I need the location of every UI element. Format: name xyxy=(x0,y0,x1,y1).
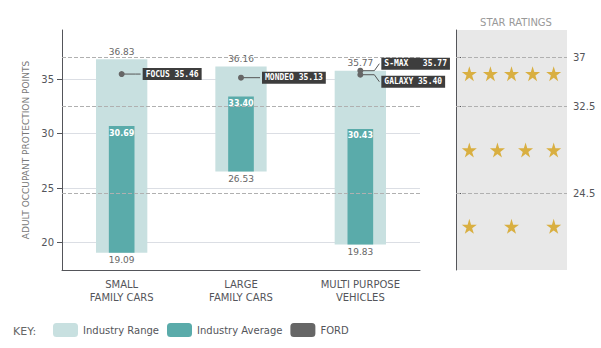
svg-text:20: 20 xyxy=(41,237,54,248)
svg-text:ADULT OCCUPANT PROTECTION POIN: ADULT OCCUPANT PROTECTION POINTS xyxy=(21,61,31,240)
svg-text:25: 25 xyxy=(41,183,54,194)
svg-text:35: 35 xyxy=(41,74,54,85)
svg-text:Industry Average: Industry Average xyxy=(197,325,282,336)
svg-text:36.16: 36.16 xyxy=(228,54,254,64)
svg-text:Industry Range: Industry Range xyxy=(83,325,159,336)
svg-text:GALAXY 35.40: GALAXY 35.40 xyxy=(384,77,442,86)
svg-text:LARGE: LARGE xyxy=(224,279,258,290)
svg-text:MULTI PURPOSE: MULTI PURPOSE xyxy=(321,279,400,290)
svg-text:VEHICLES: VEHICLES xyxy=(336,292,385,303)
svg-text:MONDEO 35.13: MONDEO 35.13 xyxy=(265,73,323,82)
svg-text:KEY:: KEY: xyxy=(13,325,36,338)
svg-text:19.09: 19.09 xyxy=(109,255,135,265)
svg-text:19.83: 19.83 xyxy=(347,247,373,257)
svg-text:S-MAX 35.77: S-MAX 35.77 xyxy=(384,59,447,68)
svg-text:FAMILY CARS: FAMILY CARS xyxy=(209,292,273,303)
svg-text:36.83: 36.83 xyxy=(109,47,135,57)
svg-text:26.53: 26.53 xyxy=(228,174,254,184)
svg-text:30.69: 30.69 xyxy=(109,129,135,138)
svg-text:35.77: 35.77 xyxy=(347,58,373,68)
svg-text:30.43: 30.43 xyxy=(348,131,373,140)
svg-text:24.5: 24.5 xyxy=(573,188,595,199)
svg-text:FAMILY CARS: FAMILY CARS xyxy=(90,292,154,303)
svg-text:FOCUS 35.46: FOCUS 35.46 xyxy=(146,70,199,79)
svg-text:37: 37 xyxy=(573,52,586,63)
svg-text:FORD: FORD xyxy=(320,325,349,336)
svg-text:32.5: 32.5 xyxy=(573,101,595,112)
svg-text:33.40: 33.40 xyxy=(228,99,254,108)
svg-text:SMALL: SMALL xyxy=(105,279,138,290)
svg-text:STAR RATINGS: STAR RATINGS xyxy=(480,17,552,28)
svg-text:30: 30 xyxy=(41,128,54,139)
